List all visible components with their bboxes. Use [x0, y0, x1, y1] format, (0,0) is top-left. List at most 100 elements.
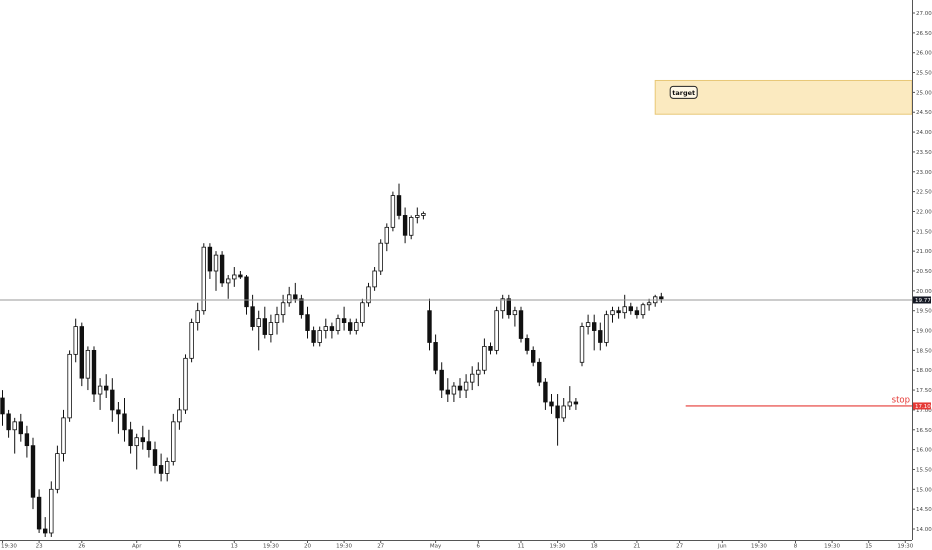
price-axis[interactable]: 14.00 14.50 15.00 15.50 16.00 16.50 17.00 17.50… [912, 0, 932, 550]
candle-body [274, 314, 280, 323]
time-tick-label: 6 [178, 544, 182, 550]
target-zone[interactable]: target [654, 79, 913, 115]
time-tick-label: 19:30 [1, 544, 17, 550]
candle-body [238, 274, 243, 278]
candle-body [158, 465, 164, 474]
candle-body [311, 330, 316, 343]
candle-body [171, 421, 176, 462]
stop-price-tag-value: 17.10 [915, 404, 931, 410]
candle-body [579, 326, 585, 363]
candle-body [347, 322, 353, 331]
candle-body [140, 437, 145, 443]
candle-body [225, 278, 231, 284]
candle-body [250, 306, 255, 327]
candle-body [6, 413, 11, 431]
candle-body [256, 318, 261, 327]
candle-body [555, 405, 560, 419]
candle-body [524, 338, 530, 351]
price-tick-label: 17.50 [916, 388, 932, 394]
time-tick-label: 19:30 [263, 544, 279, 550]
candle-body [518, 310, 524, 339]
candle-body [488, 346, 493, 351]
candle-body [262, 318, 267, 335]
candle-body [12, 421, 17, 431]
candle-body [55, 453, 60, 490]
candle-body [598, 330, 603, 343]
candle-body [421, 213, 426, 216]
candle-body [36, 496, 42, 530]
current-price-tag-box [913, 296, 931, 304]
candle-body [244, 276, 249, 308]
candle-body [427, 310, 432, 343]
time-tick-label: 15 [865, 544, 872, 550]
time-tick-label: 19:30 [824, 544, 840, 550]
candle-body [378, 242, 383, 272]
candle-body [531, 349, 536, 363]
price-tick-label: 17.00 [916, 408, 932, 414]
candle-body [61, 417, 66, 454]
price-axis-background [912, 0, 932, 550]
candle-body [366, 286, 371, 304]
time-tick-label: 21 [633, 544, 640, 550]
candle-body [360, 302, 365, 323]
candles-layer [0, 183, 664, 537]
candle-body [317, 330, 322, 343]
candle-body [585, 322, 591, 327]
candle-body [219, 254, 225, 284]
candle-body [30, 445, 36, 498]
candle-body [592, 322, 597, 331]
candle-body [24, 433, 30, 447]
candle-body [189, 322, 194, 359]
candle-body [543, 381, 548, 403]
candle-body [549, 401, 554, 407]
time-tick-label: 11 [518, 544, 525, 550]
target-zone-rect[interactable] [654, 79, 913, 115]
candle-body [128, 429, 133, 447]
price-tick-label: 20.50 [916, 269, 932, 275]
price-tick-label: 18.50 [916, 348, 932, 354]
candle-body [329, 326, 335, 331]
candle-body [439, 369, 444, 391]
price-tick-label: 16.50 [916, 428, 932, 434]
price-tick-label: 26.50 [916, 31, 932, 37]
price-tick-label: 25.00 [916, 90, 932, 96]
time-tick-label: 6 [477, 544, 481, 550]
time-tick-label: 8 [794, 544, 798, 550]
candle-body [73, 326, 78, 355]
candle-body [335, 318, 341, 331]
time-tick-label: 18 [591, 544, 598, 550]
candle-body [201, 246, 206, 312]
target-label-box [669, 85, 698, 99]
price-tick-label: 21.00 [916, 249, 932, 255]
time-tick-label: Apr [132, 544, 142, 550]
time-tick-label: 19:30 [336, 544, 352, 550]
price-tick-label: 19.50 [916, 309, 932, 315]
candle-body [110, 389, 115, 411]
price-tick-label: 25.50 [916, 71, 932, 77]
candle-body [79, 326, 84, 379]
time-tick-label: 27 [377, 544, 384, 550]
candle-body [97, 385, 103, 395]
candle-body [402, 215, 408, 236]
candle-body [469, 373, 475, 383]
candle-body [500, 298, 505, 312]
candle-body [445, 389, 450, 395]
candle-body [134, 437, 139, 447]
candle-body [152, 449, 158, 466]
candle-body [195, 310, 200, 324]
candle-body [49, 488, 54, 534]
candle-body [354, 322, 359, 331]
candle-body [372, 270, 377, 288]
price-tick-label: 22.00 [916, 209, 932, 215]
target-label: target [672, 89, 695, 97]
candle-body [280, 302, 286, 316]
time-tick-label: 19:30 [550, 544, 566, 550]
candle-body [305, 314, 310, 331]
stop-price-tag-box [913, 402, 931, 410]
candle-body [659, 296, 664, 300]
candle-body [299, 298, 304, 316]
price-tick-label: 24.00 [916, 130, 932, 136]
candle-body [323, 326, 328, 331]
time-axis[interactable]: 19:30 23 26 Apr 6 13 19:30 20 19:30 27 May 6 11 19:30… [0, 540, 932, 550]
